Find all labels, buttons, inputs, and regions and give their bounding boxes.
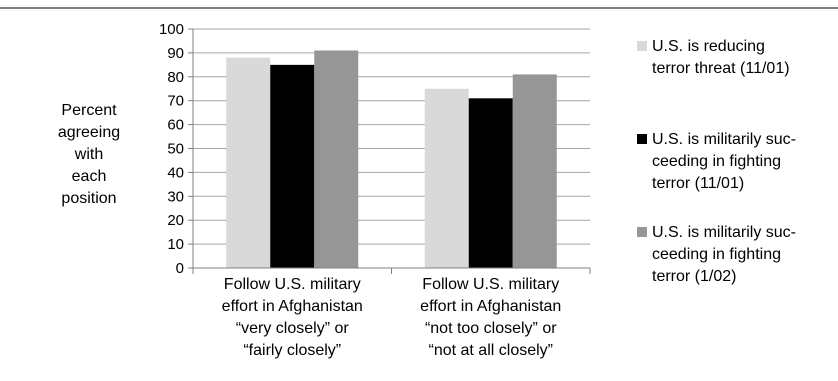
category-label-1-line: Follow U.S. military: [224, 276, 361, 293]
legend-entry-3: U.S. is militarily suc-ceeding in fighti…: [652, 224, 796, 285]
bar-series-1-cat-2: [424, 88, 469, 268]
y-tick-label: 90: [167, 45, 184, 62]
y-axis-label-line: with: [74, 146, 103, 163]
y-tick-label: 100: [159, 21, 184, 38]
legend-entry-2-line: U.S. is militarily suc-: [652, 131, 796, 148]
legend-entry-2: U.S. is militarily suc-ceeding in fighti…: [652, 131, 796, 192]
category-label-2-line: “not at all closely”: [429, 342, 554, 359]
y-tick-label: 80: [167, 69, 184, 86]
legend-entry-1-line: terror threat (11/01): [652, 60, 790, 77]
legend-swatch-2: [637, 134, 647, 144]
legend-entry-3-line: ceeding in fighting: [652, 246, 781, 263]
category-label-1-line: “very closely” or: [236, 320, 350, 337]
category-label-1-line: effort in Afghanistan: [222, 298, 363, 315]
y-axis-label-line: Percent: [61, 102, 117, 119]
y-tick-label: 70: [167, 93, 184, 110]
bar-series-1-cat-1: [226, 57, 271, 269]
legend-entry-2-line: terror (11/01): [652, 175, 744, 192]
y-tick-label: 40: [167, 164, 184, 181]
axes: [188, 28, 591, 274]
category-label-2-line: “not too closely” or: [425, 320, 557, 337]
category-labels: Follow U.S. military effort in Afghanista…: [222, 276, 562, 359]
legend-entry-3-line: U.S. is militarily suc-: [652, 224, 796, 241]
bar-series-3-cat-1: [314, 50, 359, 269]
y-tick-label: 60: [167, 117, 184, 134]
bar-series-2-cat-2: [468, 98, 513, 268]
y-axis-label-line: position: [61, 190, 116, 207]
y-tick-label: 30: [167, 188, 184, 205]
legend: U.S. is reducing terror threat (11/01)U.S…: [637, 38, 796, 285]
legend-entry-3-line: terror (1/02): [652, 268, 736, 285]
legend-swatch-1: [637, 41, 647, 51]
category-label-1: Follow U.S. military effort in Afghanista…: [222, 276, 363, 359]
y-axis-label: Percent agreeing with each position: [58, 102, 120, 207]
bar-series-3-cat-2: [512, 74, 557, 268]
y-tick-label: 50: [167, 141, 184, 158]
y-tick-label: 10: [167, 236, 184, 253]
bars: [226, 50, 557, 269]
category-label-2: Follow U.S. military effort in Afghanista…: [420, 276, 561, 359]
legend-entry-1: U.S. is reducing terror threat (11/01): [652, 38, 790, 77]
y-tick-label: 20: [167, 212, 184, 229]
y-tick-labels: 0 10 20 30 40 50 60 70 80 90 100: [159, 21, 184, 277]
y-axis-label: Percent agreeing with each position: [58, 102, 120, 207]
y-tick-label: 0: [176, 260, 184, 277]
y-axis-label-line: agreeing: [58, 124, 120, 141]
category-label-2-line: Follow U.S. military: [422, 276, 559, 293]
legend-entry-1-line: U.S. is reducing: [652, 38, 765, 55]
category-label-1-line: “fairly closely”: [243, 342, 341, 359]
legend-swatch-3: [637, 227, 647, 237]
legend-entry-2-line: ceeding in fighting: [652, 153, 781, 170]
bar-series-2-cat-1: [270, 64, 315, 268]
category-label-2-line: effort in Afghanistan: [420, 298, 561, 315]
y-axis-label-line: each: [72, 168, 107, 185]
